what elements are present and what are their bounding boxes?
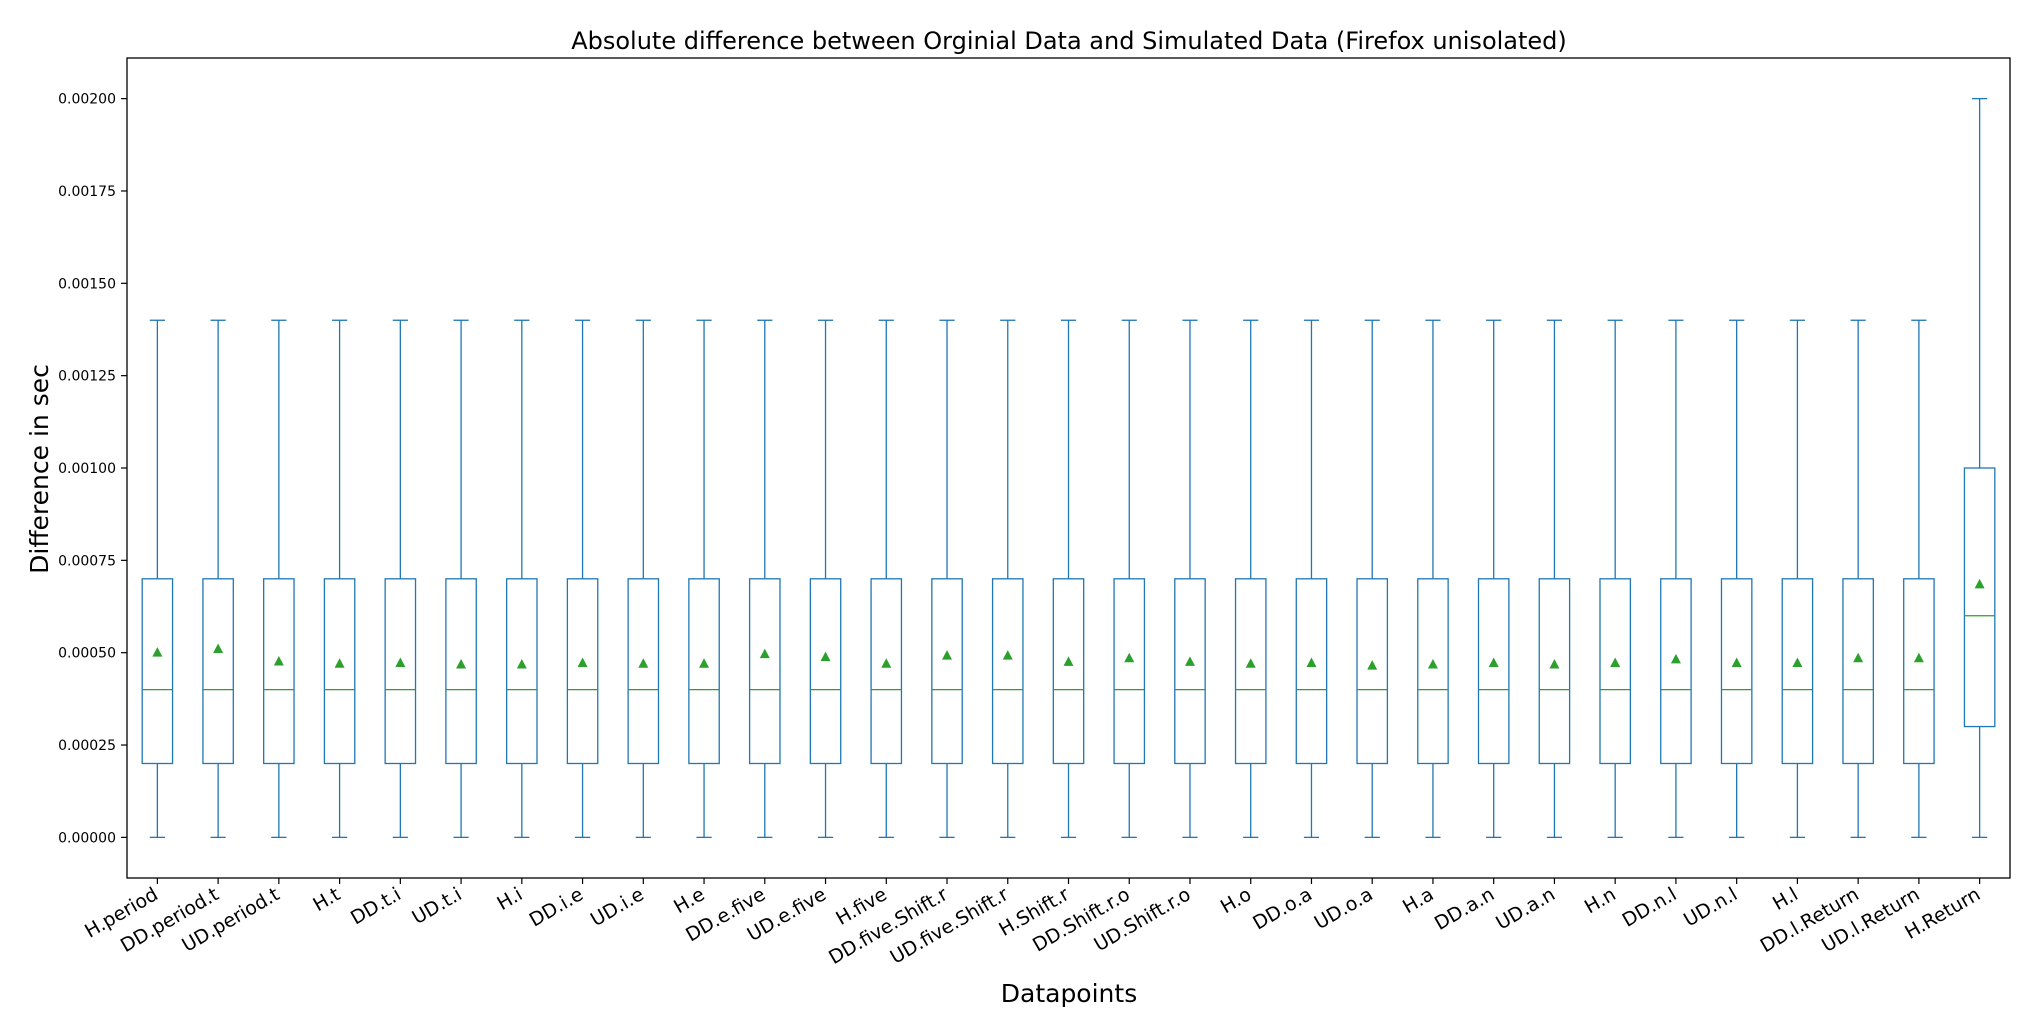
mean-marker xyxy=(1427,659,1438,669)
box xyxy=(1660,578,1692,765)
y-tick-label: 0.00175 xyxy=(58,184,116,200)
box xyxy=(809,578,842,765)
box xyxy=(1720,578,1753,765)
mean-marker xyxy=(1245,658,1256,668)
box xyxy=(1781,578,1814,765)
mean-marker xyxy=(1913,652,1924,663)
mean-marker xyxy=(820,651,831,662)
box xyxy=(445,578,477,765)
y-tick-label: 0.00025 xyxy=(58,738,116,754)
y-tick-label: 0.00150 xyxy=(58,276,116,292)
mean-marker xyxy=(516,659,527,669)
mean-marker xyxy=(1549,659,1560,669)
mean-marker xyxy=(1488,657,1499,668)
box xyxy=(1903,578,1935,765)
mean-marker xyxy=(638,658,649,668)
box xyxy=(566,578,599,765)
box xyxy=(1113,578,1146,765)
box xyxy=(202,578,234,765)
y-axis-label: Difference in sec xyxy=(25,364,54,574)
y-tick-label: 0.00050 xyxy=(58,646,116,662)
y-tick-label: 0.00075 xyxy=(58,553,116,569)
mean-marker xyxy=(152,647,163,657)
y-tick-label: 0.00200 xyxy=(58,92,116,108)
mean-marker xyxy=(1792,657,1803,668)
box xyxy=(1174,578,1206,765)
mean-marker xyxy=(1063,656,1074,666)
mean-marker xyxy=(1124,652,1135,663)
mean-marker xyxy=(942,650,953,660)
mean-marker xyxy=(1367,660,1378,670)
box xyxy=(323,578,356,765)
axes-frame xyxy=(126,57,2011,879)
box xyxy=(1295,578,1328,765)
box xyxy=(1052,578,1085,765)
mean-marker xyxy=(1731,657,1742,668)
box xyxy=(505,578,538,765)
box xyxy=(1963,467,1996,728)
mean-marker xyxy=(456,659,467,669)
box xyxy=(1599,578,1632,765)
mean-marker xyxy=(1184,656,1195,666)
mean-marker xyxy=(213,643,224,653)
x-axis-label: Datapoints xyxy=(1001,979,1137,1008)
chart-title: Absolute difference between Orginial Dat… xyxy=(571,27,1567,55)
box xyxy=(627,578,660,765)
mean-marker xyxy=(1610,657,1621,668)
box xyxy=(870,578,903,765)
y-tick-label: 0.00125 xyxy=(58,369,116,385)
box xyxy=(1417,578,1449,765)
y-tick-label: 0.00100 xyxy=(58,461,116,477)
mean-marker xyxy=(1306,657,1317,668)
mean-marker xyxy=(1670,653,1681,664)
box xyxy=(1356,578,1389,765)
mean-marker xyxy=(1853,652,1864,663)
mean-marker xyxy=(881,658,892,668)
mean-marker xyxy=(1974,578,1985,589)
box xyxy=(1234,578,1267,765)
mean-marker xyxy=(1002,650,1013,660)
box xyxy=(688,578,720,765)
box xyxy=(931,578,963,765)
mean-marker xyxy=(699,658,710,668)
box xyxy=(1477,578,1510,765)
box xyxy=(141,578,174,765)
box xyxy=(1538,578,1571,765)
mean-marker xyxy=(395,657,406,668)
box xyxy=(263,578,295,765)
box xyxy=(1842,578,1874,765)
mean-marker xyxy=(334,658,345,668)
box xyxy=(748,578,781,765)
box xyxy=(991,578,1024,765)
mean-marker xyxy=(577,657,588,668)
y-tick-label: 0.00000 xyxy=(58,830,116,846)
mean-marker xyxy=(759,648,770,659)
mean-marker xyxy=(273,656,284,666)
box xyxy=(384,578,417,765)
